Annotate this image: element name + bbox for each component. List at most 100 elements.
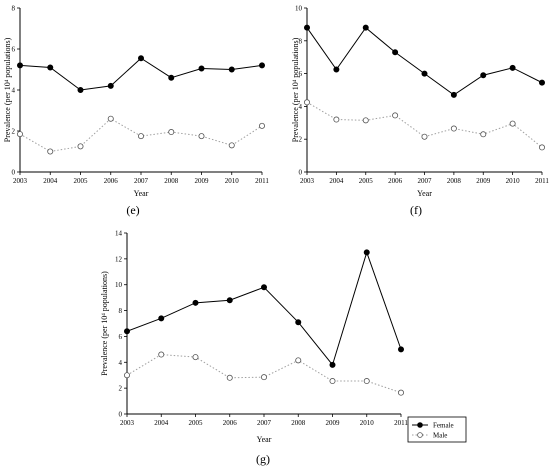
female-data-point	[260, 284, 267, 291]
y-tick-label: 2	[12, 128, 16, 136]
y-tick-label: 14	[115, 230, 123, 238]
female-data-point	[77, 87, 84, 94]
x-tick-label: 2010	[360, 419, 375, 427]
x-tick-label: 2004	[43, 177, 58, 185]
male-data-point	[158, 351, 165, 358]
male-series-line	[306, 101, 543, 148]
male-data-point	[450, 125, 457, 132]
female-data-point	[397, 346, 404, 353]
x-tick-label: 2010	[225, 177, 240, 185]
y-tick-label: 2	[119, 385, 123, 393]
female-data-point	[362, 24, 369, 31]
male-data-point	[168, 129, 175, 136]
x-axis-label: Year	[257, 435, 272, 444]
x-tick-label: 2006	[388, 177, 403, 185]
male-data-point	[539, 144, 546, 151]
x-tick-label: 2009	[476, 177, 491, 185]
x-tick-label: 2006	[104, 177, 119, 185]
legend-female-marker	[417, 422, 423, 428]
female-data-point	[107, 82, 114, 89]
male-data-point	[124, 372, 131, 379]
x-tick-label: 2011	[394, 419, 408, 427]
y-tick-label: 0	[119, 411, 123, 419]
female-series-line	[126, 250, 402, 366]
male-data-point	[228, 142, 235, 149]
legend-male-label: Male	[433, 432, 447, 440]
y-tick-label: 0	[299, 169, 303, 177]
x-tick-label: 2005	[189, 419, 204, 427]
x-tick-label: 2009	[326, 419, 341, 427]
male-data-point	[295, 357, 302, 364]
y-tick-label: 4	[12, 87, 16, 95]
male-data-point	[77, 143, 84, 150]
female-data-point	[137, 55, 144, 62]
male-data-point	[421, 133, 428, 140]
y-tick-label: 2	[299, 136, 303, 144]
panel-label: (e)	[126, 203, 139, 217]
y-tick-label: 10	[295, 5, 303, 13]
y-axis-label: Prevalence (per 104 populations)	[3, 37, 12, 142]
y-tick-label: 4	[299, 103, 303, 111]
y-tick-label: 0	[12, 169, 16, 177]
female-data-point	[16, 62, 23, 69]
x-tick-label: 2007	[418, 177, 433, 185]
chart-panel-e: 0 2 4 6 8 2003 2004 2005 2006 2007 2008 2009 2010 201…	[3, 5, 269, 218]
female-data-point	[509, 64, 516, 71]
x-tick-label: 2003	[120, 419, 135, 427]
x-tick-label: 2004	[154, 419, 169, 427]
x-tick-label: 2004	[329, 177, 344, 185]
y-tick-label: 6	[12, 46, 16, 54]
male-data-point	[107, 115, 114, 122]
female-data-point	[303, 24, 310, 31]
female-data-point	[480, 72, 487, 79]
y-tick-label: 10	[115, 281, 123, 289]
female-data-point	[258, 62, 265, 69]
female-data-point	[226, 297, 233, 304]
y-tick-label: 8	[119, 307, 123, 315]
male-data-point	[392, 112, 399, 119]
female-data-point	[168, 74, 175, 81]
legend-female-label: Female	[433, 422, 454, 430]
male-data-point	[480, 131, 487, 138]
chart-panel-g: 0 2 4 6 8 10 12 14 2003 2004 2005 2006 2007 2008 2009 2…	[100, 230, 467, 466]
male-data-point	[329, 378, 336, 385]
female-data-point	[329, 361, 336, 368]
female-data-point	[47, 64, 54, 71]
female-data-point	[421, 70, 428, 77]
female-data-point	[228, 66, 235, 73]
x-tick-label: 2003	[13, 177, 28, 185]
x-tick-label: 2006	[223, 419, 238, 427]
female-series-line	[306, 26, 543, 96]
x-axis-label: Year	[134, 189, 149, 198]
male-data-point	[16, 131, 23, 138]
male-data-point	[137, 133, 144, 140]
male-data-point	[198, 133, 205, 140]
male-data-point	[260, 374, 267, 381]
female-series-line	[19, 57, 263, 91]
female-data-point	[295, 319, 302, 326]
female-data-point	[124, 328, 131, 335]
x-tick-label: 2008	[447, 177, 462, 185]
x-axis-label: Year	[417, 189, 432, 198]
panel-label: (g)	[256, 452, 270, 466]
male-series-line	[126, 354, 402, 394]
male-data-point	[397, 389, 404, 396]
y-tick-label: 12	[115, 255, 123, 263]
y-tick-label: 6	[299, 70, 303, 78]
x-tick-label: 2011	[535, 177, 549, 185]
male-data-point	[303, 99, 310, 106]
y-axis-label: Prevalence (per 104 populations)	[100, 271, 109, 376]
y-tick-label: 6	[119, 333, 123, 341]
male-data-point	[47, 148, 54, 155]
panel-label: (f)	[410, 203, 422, 217]
female-data-point	[392, 49, 399, 56]
female-data-point	[158, 315, 165, 322]
x-tick-label: 2007	[257, 419, 272, 427]
x-tick-label: 2008	[164, 177, 179, 185]
x-tick-label: 2008	[291, 419, 306, 427]
male-data-point	[333, 116, 340, 123]
chart-panel-f: 0 2 4 6 8 10 2003 2004 2005 2006 2007 2008 2009 2010 2…	[291, 5, 549, 218]
x-tick-label: 2007	[134, 177, 149, 185]
female-data-point	[363, 249, 370, 256]
y-tick-label: 8	[299, 37, 303, 45]
